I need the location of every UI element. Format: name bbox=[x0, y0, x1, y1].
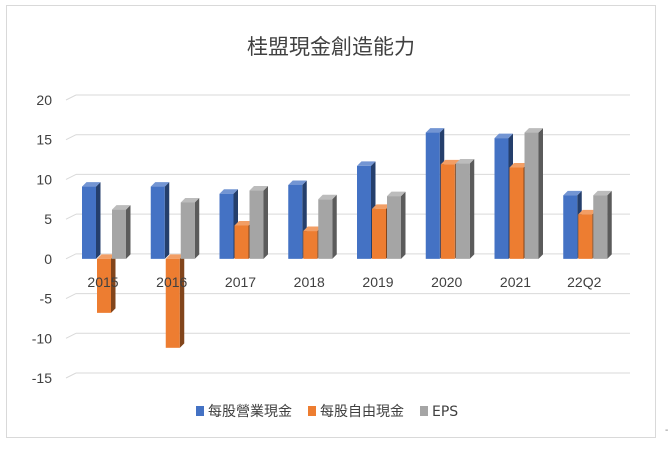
y-tick-label: 10 bbox=[36, 171, 52, 187]
bar bbox=[97, 254, 116, 313]
gridline-depth bbox=[65, 134, 77, 141]
x-tick-label: 2015 bbox=[87, 274, 118, 290]
gridline-depth bbox=[65, 372, 77, 379]
legend-swatch bbox=[308, 406, 316, 416]
bar bbox=[387, 191, 406, 259]
bar bbox=[82, 182, 101, 259]
y-tick-label: 0 bbox=[44, 251, 52, 267]
x-tick-label: 2017 bbox=[225, 274, 256, 290]
legend-label: 每股自由現金 bbox=[320, 404, 404, 420]
y-axis-ticks: 20 15 10 5 0 -5 -10 -15 bbox=[32, 92, 52, 386]
x-tick-label: 2019 bbox=[362, 274, 393, 290]
y-tick-label: 20 bbox=[36, 92, 52, 108]
gridline-depth bbox=[65, 293, 77, 300]
gridline-depth bbox=[65, 94, 77, 101]
bar bbox=[593, 190, 612, 259]
y-tick-label: 5 bbox=[44, 211, 52, 227]
bar bbox=[455, 159, 475, 259]
x-tick-label: 2020 bbox=[431, 274, 462, 290]
x-axis-ticks: 2015 2016 2017 2018 2019 2020 2021 22Q2 bbox=[87, 274, 601, 290]
trailing-mark: - bbox=[665, 425, 669, 436]
chart-title: 桂盟現金創造能力 bbox=[247, 35, 415, 59]
legend-label: EPS bbox=[432, 404, 458, 420]
x-tick-label: 22Q2 bbox=[567, 274, 601, 290]
gridline-depth bbox=[65, 213, 77, 220]
x-tick-label: 2018 bbox=[294, 274, 325, 290]
legend-label: 每股營業現金 bbox=[208, 404, 292, 420]
gridline-depth bbox=[65, 253, 77, 260]
bar bbox=[318, 194, 337, 259]
bar bbox=[180, 197, 200, 259]
y-tick-label: -5 bbox=[40, 291, 53, 307]
gridline-depth bbox=[65, 173, 77, 180]
x-tick-label: 2016 bbox=[156, 274, 187, 290]
legend-swatch bbox=[196, 406, 204, 416]
y-tick-label: -10 bbox=[32, 330, 52, 346]
grid-layer bbox=[65, 94, 630, 379]
legend: 每股營業現金 每股自由現金 EPS bbox=[196, 404, 458, 420]
bar bbox=[112, 205, 131, 259]
bar bbox=[524, 128, 543, 259]
legend-swatch bbox=[420, 406, 428, 416]
bars bbox=[82, 128, 612, 348]
bar bbox=[249, 186, 268, 259]
bar bbox=[165, 254, 185, 348]
x-tick-label: 2021 bbox=[500, 274, 531, 290]
y-tick-label: -15 bbox=[32, 370, 52, 386]
gridline-depth bbox=[65, 332, 77, 339]
bar bbox=[150, 182, 170, 259]
y-tick-label: 15 bbox=[36, 132, 52, 148]
